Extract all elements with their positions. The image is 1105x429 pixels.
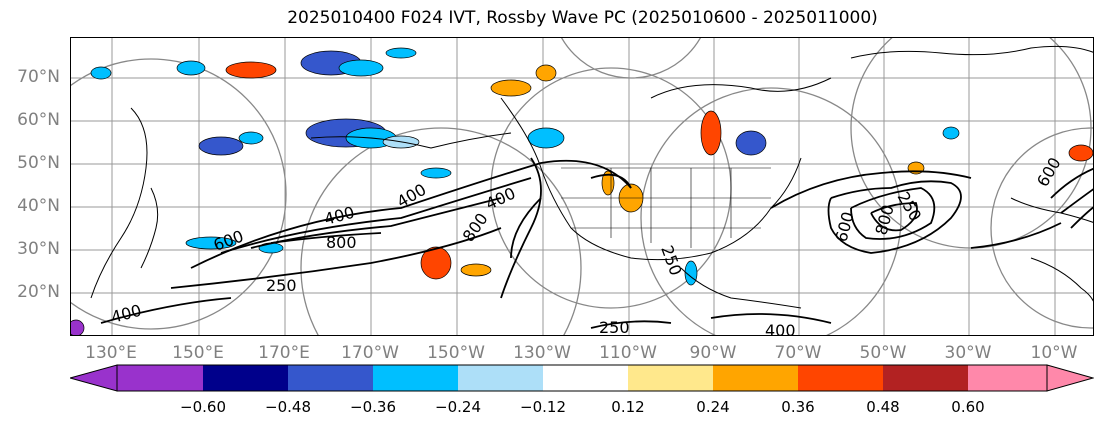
map-title: 2025010400 F024 IVT, Rossby Wave PC (202… [287, 8, 878, 28]
rossby-wave-circles [71, 38, 1093, 335]
colorbar-tick-label: −0.60 [180, 398, 226, 416]
lon-label-70w: 70°W [774, 343, 822, 363]
colorbar-bin [713, 365, 798, 391]
ivt-anomaly-shading [71, 47, 1093, 335]
colorbar-svg [68, 364, 1095, 392]
colorbar-tick-label: 0.12 [611, 398, 645, 416]
contour-label: 600 [1033, 154, 1065, 190]
colorbar-bin [798, 365, 883, 391]
contour-label: 400 [483, 183, 519, 213]
contour-label: 400 [765, 321, 796, 336]
colorbar-tick-label: 0.36 [781, 398, 815, 416]
colorbar-tick-label: 0.24 [696, 398, 730, 416]
lat-label-30: 30°N [17, 239, 60, 259]
lon-label-90w: 90°W [689, 343, 737, 363]
colorbar-tick-label: −0.24 [435, 398, 481, 416]
contour-label: 250 [266, 276, 297, 295]
contour-label: 250 [599, 318, 630, 336]
lat-label-70: 70°N [17, 67, 60, 87]
contour-label: 800 [872, 203, 898, 237]
contour-label: 250 [657, 243, 685, 278]
colorbar-tick-label: −0.36 [350, 398, 396, 416]
contour-label: 400 [109, 301, 143, 327]
colorbar-bin [117, 365, 203, 391]
contour-label: 600 [832, 210, 858, 244]
borders [561, 167, 771, 248]
contour-label: 800 [326, 233, 357, 252]
contour-label: 800 [459, 209, 492, 245]
lat-label-50: 50°N [17, 153, 60, 173]
colorbar-tick-label: −0.12 [520, 398, 566, 416]
colorbar-bin [203, 365, 288, 391]
colorbar-bin [373, 365, 458, 391]
lat-label-20: 20°N [17, 282, 60, 302]
colorbar-tick-label: 0.48 [866, 398, 900, 416]
colorbar [68, 364, 1095, 392]
lat-label-60: 60°N [17, 110, 60, 130]
colorbar-extend-left [68, 364, 118, 392]
lon-label-150e: 150°E [172, 343, 224, 363]
coastlines [90, 45, 1093, 309]
lon-label-110w: 110°W [599, 343, 657, 363]
lat-label-40: 40°N [17, 196, 60, 216]
lon-label-170w: 170°W [341, 343, 399, 363]
lon-label-50w: 50°W [859, 343, 907, 363]
contour-label: 600 [211, 226, 246, 254]
lon-label-30w: 30°W [944, 343, 992, 363]
lon-label-10w: 10°W [1030, 343, 1078, 363]
ivt-contours [100, 157, 1093, 329]
colorbar-bin [968, 365, 1047, 391]
colorbar-bin [543, 365, 628, 391]
colorbar-bin [288, 365, 373, 391]
colorbar-extend-right [1046, 364, 1095, 392]
lon-label-170e: 170°E [258, 343, 310, 363]
lon-label-130e: 130°E [85, 343, 137, 363]
gridlines [71, 38, 1093, 335]
map-svg: 400 600 800 250 400 400 800 250 400 600 … [71, 38, 1093, 336]
lon-label-150w: 150°W [427, 343, 485, 363]
map-panel: 400 600 800 250 400 400 800 250 400 600 … [70, 37, 1094, 336]
lon-label-130w: 130°W [513, 343, 571, 363]
colorbar-bin [458, 365, 543, 391]
colorbar-tick-label: 0.60 [951, 398, 985, 416]
colorbar-tick-label: −0.48 [265, 398, 311, 416]
colorbar-bin [628, 365, 713, 391]
colorbar-bin [883, 365, 968, 391]
